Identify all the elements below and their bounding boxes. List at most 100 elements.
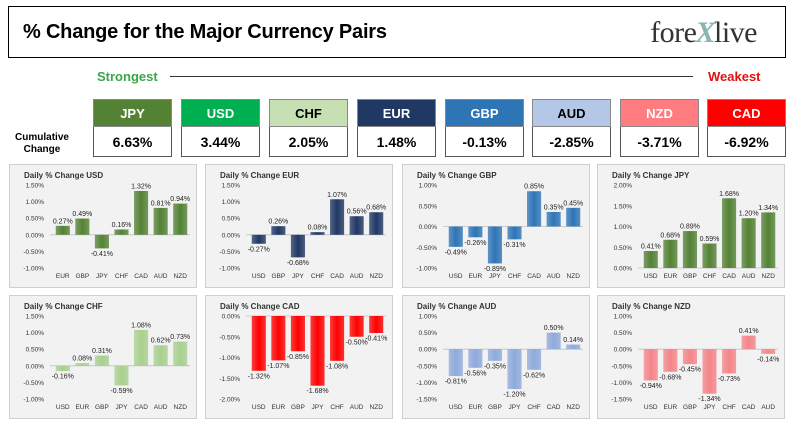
category-label: USD bbox=[644, 404, 658, 411]
data-label: -0.45% bbox=[679, 367, 701, 374]
chart-title: Daily % Change USD bbox=[24, 171, 103, 180]
currency-code: AUD bbox=[532, 99, 611, 127]
category-label: CHF bbox=[527, 404, 540, 411]
y-tick-label: -1.00% bbox=[219, 355, 240, 362]
data-label: 0.14% bbox=[563, 337, 583, 344]
currency-box-aud: AUD -2.85% bbox=[532, 99, 611, 157]
category-label: USD bbox=[56, 404, 70, 411]
bar bbox=[310, 316, 325, 386]
data-label: 0.89% bbox=[680, 224, 700, 231]
y-tick-label: 0.00% bbox=[222, 232, 241, 239]
bar bbox=[663, 239, 678, 268]
currency-box-gbp: GBP -0.13% bbox=[445, 99, 524, 157]
bar bbox=[643, 250, 658, 268]
y-tick-label: 0.50% bbox=[26, 347, 45, 354]
chart-title: Daily % Change CHF bbox=[24, 302, 103, 311]
chart-panel-2: Daily % Change EUR 1.50% 1.00% 0.50% 0.00% -0… bbox=[205, 164, 393, 288]
bar bbox=[546, 332, 561, 350]
bar bbox=[94, 234, 109, 249]
bar bbox=[369, 316, 384, 334]
data-label: -0.26% bbox=[464, 240, 486, 247]
y-tick-label: 0.00% bbox=[26, 232, 45, 239]
data-label: -0.35% bbox=[484, 363, 506, 370]
bar bbox=[487, 226, 502, 264]
y-tick-label: -0.50% bbox=[23, 380, 44, 387]
category-label: GBP bbox=[683, 273, 697, 280]
category-label: CHF bbox=[508, 273, 521, 280]
currency-code: NZD bbox=[620, 99, 699, 127]
bar bbox=[761, 349, 776, 354]
data-label: -0.56% bbox=[464, 370, 486, 377]
cumulative-change-value: -0.13% bbox=[445, 127, 524, 157]
bar bbox=[507, 226, 522, 240]
y-tick-label: -1.00% bbox=[23, 397, 44, 404]
bar bbox=[507, 349, 522, 390]
data-label: 0.08% bbox=[72, 356, 92, 363]
y-tick-label: 0.50% bbox=[614, 330, 633, 337]
y-tick-label: 0.00% bbox=[222, 314, 241, 321]
currency-box-nzd: NZD -3.71% bbox=[620, 99, 699, 157]
currency-code: EUR bbox=[357, 99, 436, 127]
data-label: -0.73% bbox=[718, 376, 740, 383]
bar bbox=[349, 216, 364, 235]
category-label: JPY bbox=[116, 404, 129, 411]
currency-code: USD bbox=[181, 99, 260, 127]
y-tick-label: -1.50% bbox=[416, 397, 437, 404]
data-label: 0.85% bbox=[524, 184, 544, 191]
category-label: GBP bbox=[271, 273, 285, 280]
bar bbox=[761, 212, 776, 268]
category-label: AUD bbox=[761, 404, 775, 411]
data-label: 0.56% bbox=[347, 209, 367, 216]
category-label: AUD bbox=[350, 273, 364, 280]
data-label: -0.14% bbox=[757, 356, 779, 363]
bar-chart: Daily % Change AUD 1.00% 0.50% 0.00% -0.50% -… bbox=[416, 302, 583, 411]
y-tick-label: 1.50% bbox=[614, 203, 633, 210]
y-tick-label: 1.50% bbox=[222, 183, 241, 190]
chart-panel-1: Daily % Change USD 1.50% 1.00% 0.50% 0.00% -0… bbox=[9, 164, 197, 288]
bar-chart: Daily % Change CHF 1.50% 1.00% 0.50% 0.00% -0… bbox=[23, 302, 190, 411]
data-label: 0.49% bbox=[72, 211, 92, 218]
y-tick-label: 0.50% bbox=[614, 245, 633, 252]
data-label: -1.32% bbox=[248, 373, 270, 380]
bar bbox=[114, 365, 129, 386]
y-tick-label: 0.00% bbox=[419, 347, 438, 354]
bar bbox=[114, 229, 129, 235]
y-tick-label: 0.00% bbox=[419, 224, 438, 231]
bar bbox=[134, 329, 149, 366]
data-label: -0.41% bbox=[91, 251, 113, 258]
data-label: -1.34% bbox=[698, 396, 720, 403]
bar-chart: Daily % Change NZD 1.00% 0.50% 0.00% -0.50% -… bbox=[611, 302, 779, 411]
data-label: -0.16% bbox=[52, 374, 74, 381]
y-tick-label: -0.50% bbox=[23, 249, 44, 256]
currency-box-chf: CHF 2.05% bbox=[269, 99, 348, 157]
bar bbox=[487, 349, 502, 361]
y-tick-label: -0.50% bbox=[416, 245, 437, 252]
category-label: GBP bbox=[488, 404, 502, 411]
data-label: -0.62% bbox=[523, 372, 545, 379]
bar-chart: Daily % Change JPY 2.00% 1.50% 1.00% 0.50% 0.… bbox=[612, 171, 778, 280]
data-label: 0.50% bbox=[544, 325, 564, 332]
data-label: 1.20% bbox=[739, 211, 759, 218]
bar bbox=[468, 226, 483, 238]
y-tick-label: -0.50% bbox=[611, 363, 632, 370]
y-tick-label: -0.50% bbox=[416, 363, 437, 370]
currency-code: GBP bbox=[445, 99, 524, 127]
cumulative-change-label: Cumulative Change bbox=[15, 132, 69, 155]
data-label: 0.26% bbox=[268, 219, 288, 226]
category-label: CHF bbox=[722, 404, 735, 411]
data-label: 0.35% bbox=[544, 204, 564, 211]
y-tick-label: -0.50% bbox=[219, 249, 240, 256]
bar bbox=[566, 207, 581, 227]
logo-text-right: live bbox=[714, 16, 758, 49]
data-label: 1.32% bbox=[131, 183, 151, 190]
currency-box-usd: USD 3.44% bbox=[181, 99, 260, 157]
y-tick-label: -1.00% bbox=[611, 380, 632, 387]
bar bbox=[468, 349, 483, 368]
bar bbox=[55, 365, 70, 372]
category-label: CHF bbox=[330, 404, 343, 411]
category-label: NZD bbox=[174, 404, 188, 411]
data-label: -1.20% bbox=[503, 392, 525, 399]
y-tick-label: -1.00% bbox=[416, 380, 437, 387]
category-label: GBP bbox=[291, 404, 305, 411]
